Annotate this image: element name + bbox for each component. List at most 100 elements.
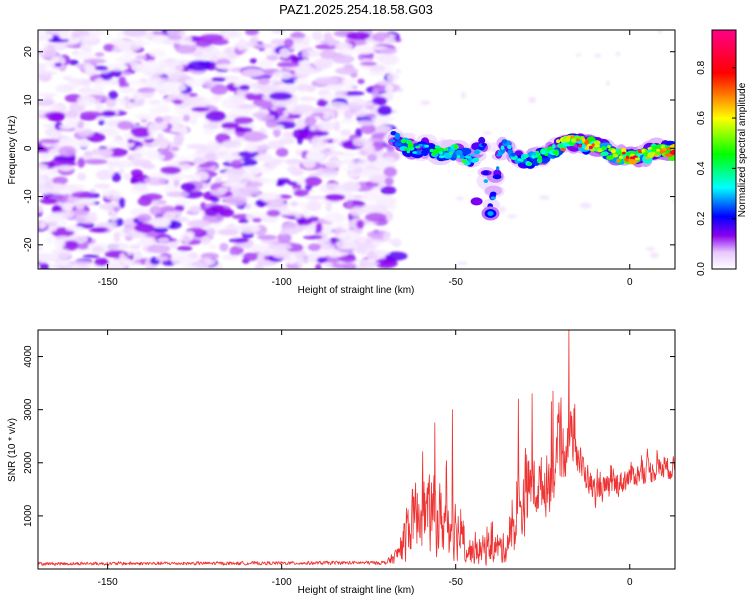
x-tick-label: -150	[98, 577, 118, 588]
heatmap-noise-blob	[384, 176, 394, 186]
heatmap-noise-blob	[38, 30, 44, 34]
heatmap-signal-blob	[637, 149, 643, 154]
heatmap-noise-blob	[295, 84, 312, 91]
heatmap-noise-blob	[311, 136, 324, 148]
heatmap-noise-blob	[127, 101, 138, 108]
heatmap-noise-blob	[123, 30, 147, 37]
heatmap-signal-blob	[431, 152, 436, 156]
heatmap-noise-blob	[295, 149, 303, 156]
heatmap-noise-blob	[64, 184, 86, 192]
heatmap-noise-blob	[149, 205, 162, 216]
heatmap-noise-blob	[251, 88, 261, 95]
heatmap-noise-blob	[84, 158, 108, 165]
heatmap-noise-blob	[155, 255, 169, 261]
heatmap-noise-blob	[420, 100, 431, 106]
heatmap-noise-blob	[277, 180, 285, 186]
heatmap-signal-blob	[591, 143, 595, 148]
heatmap-signal-blob	[616, 159, 620, 163]
heatmap-noise-blob	[254, 153, 273, 162]
heatmap-noise-blob	[208, 244, 217, 249]
heatmap-noise-blob	[153, 226, 169, 234]
heatmap-noise-blob	[39, 139, 61, 144]
heatmap-noise-blob	[294, 78, 310, 85]
heatmap-signal-layer	[385, 128, 675, 221]
heatmap-signal-blob	[584, 146, 590, 150]
heatmap-noise-blob	[672, 199, 675, 204]
heatmap-noise-blob	[135, 54, 147, 60]
heatmap-noise-blob	[51, 129, 60, 141]
heatmap-noise-blob	[460, 91, 466, 99]
heatmap-noise-blob	[106, 242, 130, 251]
heatmap-signal-blob	[581, 138, 586, 143]
heatmap-noise-blob	[75, 203, 85, 210]
heatmap-noise-blob	[73, 126, 86, 133]
heatmap-noise-blob	[148, 75, 161, 81]
heatmap-signal-blob	[535, 150, 540, 155]
heatmap-noise-blob	[278, 137, 295, 145]
heatmap-noise-blob	[122, 132, 134, 140]
heatmap-noise-blob	[87, 212, 98, 222]
heatmap-noise-blob	[367, 154, 377, 162]
heatmap-noise-blob	[230, 159, 242, 169]
heatmap-noise-blob	[183, 114, 190, 122]
heatmap-noise-blob	[316, 98, 329, 107]
heatmap-noise-blob	[147, 244, 171, 254]
heatmap-noise-blob	[93, 82, 105, 92]
heatmap-signal-blob	[662, 147, 667, 151]
heatmap-noise-blob	[129, 244, 141, 250]
heatmap-noise-blob	[149, 50, 167, 58]
heatmap-signal-blob	[669, 144, 675, 149]
heatmap-noise-blob	[127, 152, 143, 160]
heatmap-noise-blob	[101, 189, 113, 197]
heatmap-signal-blob	[438, 155, 445, 159]
heatmap-noise-blob	[238, 84, 251, 91]
heatmap-signal-blob	[597, 149, 603, 153]
heatmap-noise-blob	[256, 43, 274, 49]
y-tick-label: 0	[23, 145, 34, 151]
heatmap-noise-blob	[68, 77, 83, 85]
heatmap-noise-blob	[221, 140, 243, 149]
heatmap-noise-blob	[311, 31, 323, 41]
heatmap-noise-blob	[55, 84, 74, 93]
heatmap-noise-blob	[101, 110, 116, 117]
heatmap-signal-blob	[576, 138, 581, 142]
heatmap-noise-blob	[356, 265, 374, 269]
heatmap-noise-blob	[358, 261, 380, 266]
colorbar-tick-label: 0.4	[696, 161, 707, 175]
heatmap-signal-blob	[552, 150, 558, 154]
heatmap-noise-blob	[259, 178, 277, 184]
x-tick-label: 0	[627, 577, 633, 588]
y-tick-label: 1000	[23, 504, 34, 527]
heatmap-noise-blob	[343, 262, 357, 269]
heatmap-signal-blob	[594, 144, 600, 148]
y-tick-label: 4000	[23, 345, 34, 368]
heatmap-signal-blob	[672, 149, 675, 153]
heatmap-noise-blob	[103, 43, 116, 52]
heatmap-noise-blob	[211, 77, 227, 82]
heatmap-noise-blob	[233, 116, 254, 125]
colorbar-label: Normalized spectral amplitude	[737, 82, 748, 217]
snr-x-ticks: -150 -100 -50 0	[98, 330, 633, 588]
heatmap-signal-blob	[418, 143, 424, 147]
heatmap-noise-blob	[277, 62, 300, 68]
heatmap-noise-blob	[107, 63, 129, 72]
heatmap-signal-blob	[552, 144, 556, 149]
heatmap-signal-blob	[496, 153, 502, 157]
heatmap-noise-blob	[315, 263, 322, 269]
heatmap-signal-blob	[652, 151, 656, 155]
heatmap-noise-blob	[140, 77, 148, 83]
heatmap-noise-blob	[301, 48, 308, 59]
heatmap-signal-blob	[547, 146, 554, 151]
heatmap-noise-blob	[265, 162, 277, 170]
heatmap-noise-blob	[77, 157, 85, 168]
heatmap-noise-blob	[127, 138, 134, 144]
heatmap-noise-blob	[157, 237, 170, 243]
heatmap-noise-blob	[113, 231, 121, 243]
heatmap-noise-blob	[240, 165, 262, 176]
snr-y-label: SNR (10 * v/v)	[7, 418, 18, 482]
heatmap-noise-blob	[229, 249, 237, 256]
heatmap-noise-blob	[226, 155, 238, 160]
heatmap-noise-blob	[343, 109, 353, 120]
heatmap-noise-blob	[123, 50, 137, 58]
heatmap-noise-blob	[285, 102, 295, 112]
